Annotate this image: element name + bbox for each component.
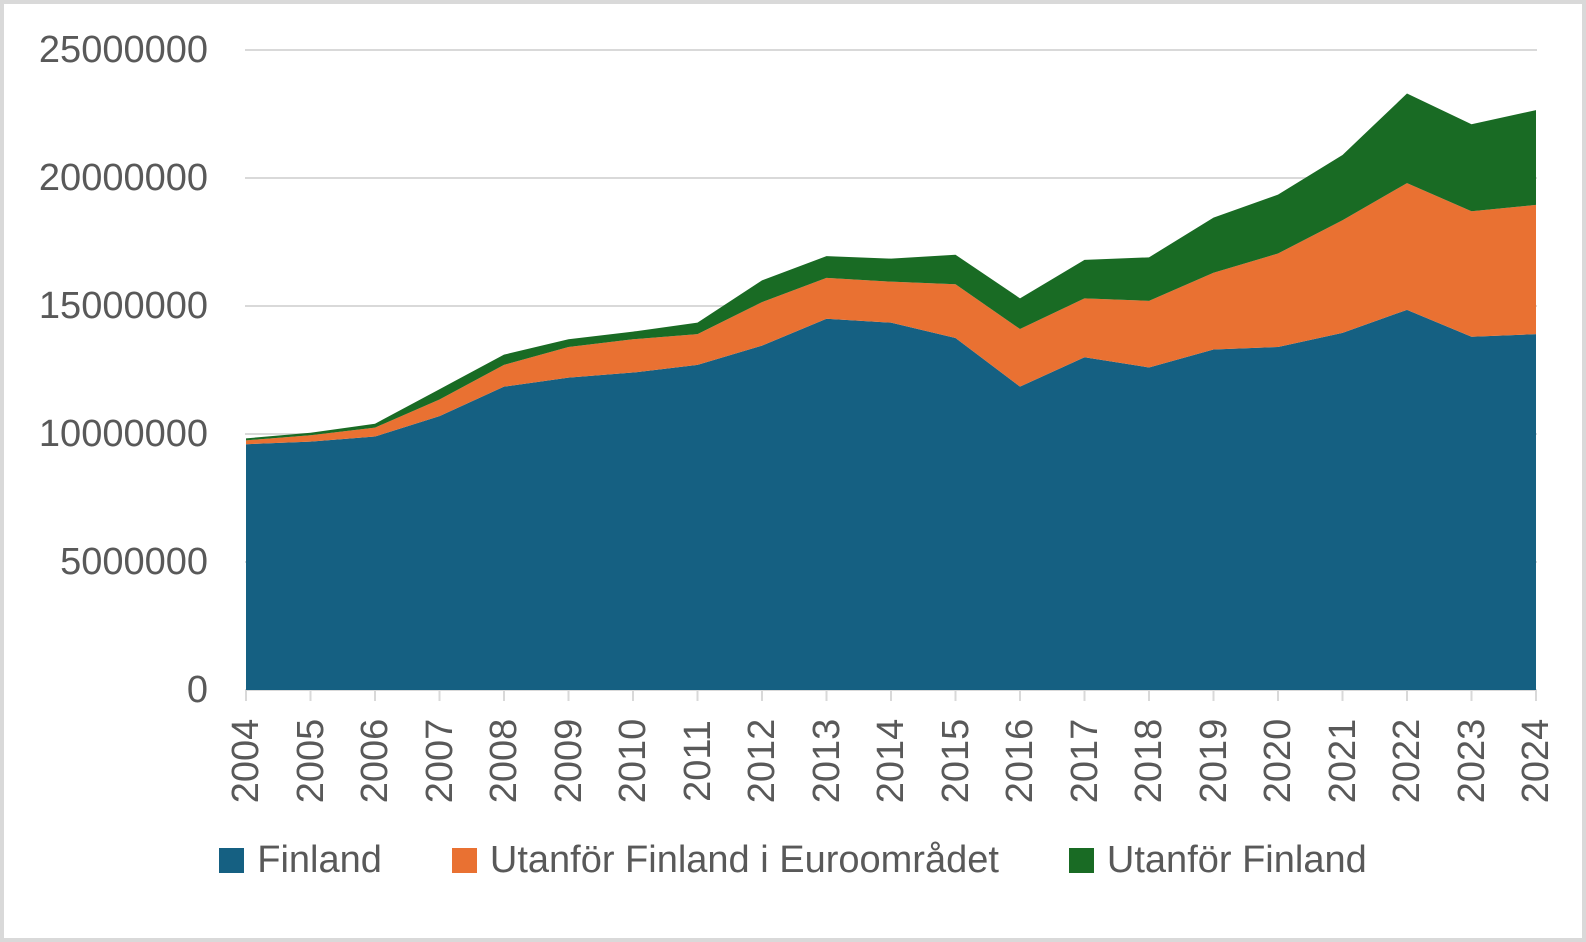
legend-swatch-icon bbox=[219, 847, 245, 873]
x-axis-tick-label: 2013 bbox=[805, 718, 848, 804]
legend-swatch-icon bbox=[451, 847, 477, 873]
x-axis-tick-label: 2011 bbox=[676, 720, 719, 802]
x-axis-tick-label: 2018 bbox=[1128, 718, 1170, 804]
x-axis-tick-label: 2012 bbox=[741, 718, 783, 804]
y-axis-tick-label: 15000000 bbox=[38, 285, 208, 327]
x-axis-tick-label: 2010 bbox=[612, 718, 654, 804]
x-axis-tick-label: 2017 bbox=[1063, 718, 1106, 804]
x-axis-tick-label: 2008 bbox=[483, 718, 525, 804]
x-axis-tick-label: 2014 bbox=[870, 718, 912, 804]
y-axis-tick-label: 10000000 bbox=[38, 413, 208, 455]
legend-swatch-icon bbox=[1068, 847, 1094, 873]
y-axis-tick-label: 20000000 bbox=[38, 157, 208, 199]
x-axis-tick-label: 2023 bbox=[1450, 718, 1493, 804]
legend-label: Finland bbox=[257, 838, 382, 881]
legend-item-0: Finland bbox=[219, 839, 382, 882]
x-axis-tick-label: 2019 bbox=[1192, 718, 1235, 804]
legend-label: Utanför Finland bbox=[1106, 838, 1367, 881]
x-axis-tick-label: 2024 bbox=[1515, 718, 1557, 804]
x-axis-tick-label: 2021 bbox=[1321, 718, 1364, 804]
legend-item-2: Utanför Finland bbox=[1068, 838, 1367, 882]
y-axis-tick-label: 25000000 bbox=[38, 29, 208, 71]
x-axis-tick-label: 2020 bbox=[1257, 718, 1299, 804]
y-axis-tick-label: 5000000 bbox=[60, 541, 208, 583]
x-axis-tick-label: 2006 bbox=[354, 718, 396, 804]
area-series-1 bbox=[246, 183, 1536, 445]
legend-label: Utanför Finland i Euroområdet bbox=[489, 838, 999, 881]
area-series-0 bbox=[246, 309, 1536, 690]
x-axis-tick-label: 2009 bbox=[547, 718, 590, 804]
x-axis-tick-label: 2016 bbox=[999, 718, 1041, 804]
x-axis-tick-label: 2005 bbox=[289, 718, 332, 804]
area-series-2 bbox=[246, 93, 1536, 441]
x-axis-tick-label: 2007 bbox=[418, 718, 461, 804]
y-axis-tick-label: 0 bbox=[186, 669, 208, 711]
legend-item-1: Utanför Finland i Euroområdet bbox=[451, 838, 999, 882]
x-axis-tick-label: 2022 bbox=[1386, 718, 1428, 804]
legend: Finland Utanför Finland i Euroområdet Utan… bbox=[0, 836, 1586, 884]
x-axis-tick-label: 2004 bbox=[225, 718, 267, 804]
x-axis-tick-label: 2015 bbox=[934, 718, 977, 804]
